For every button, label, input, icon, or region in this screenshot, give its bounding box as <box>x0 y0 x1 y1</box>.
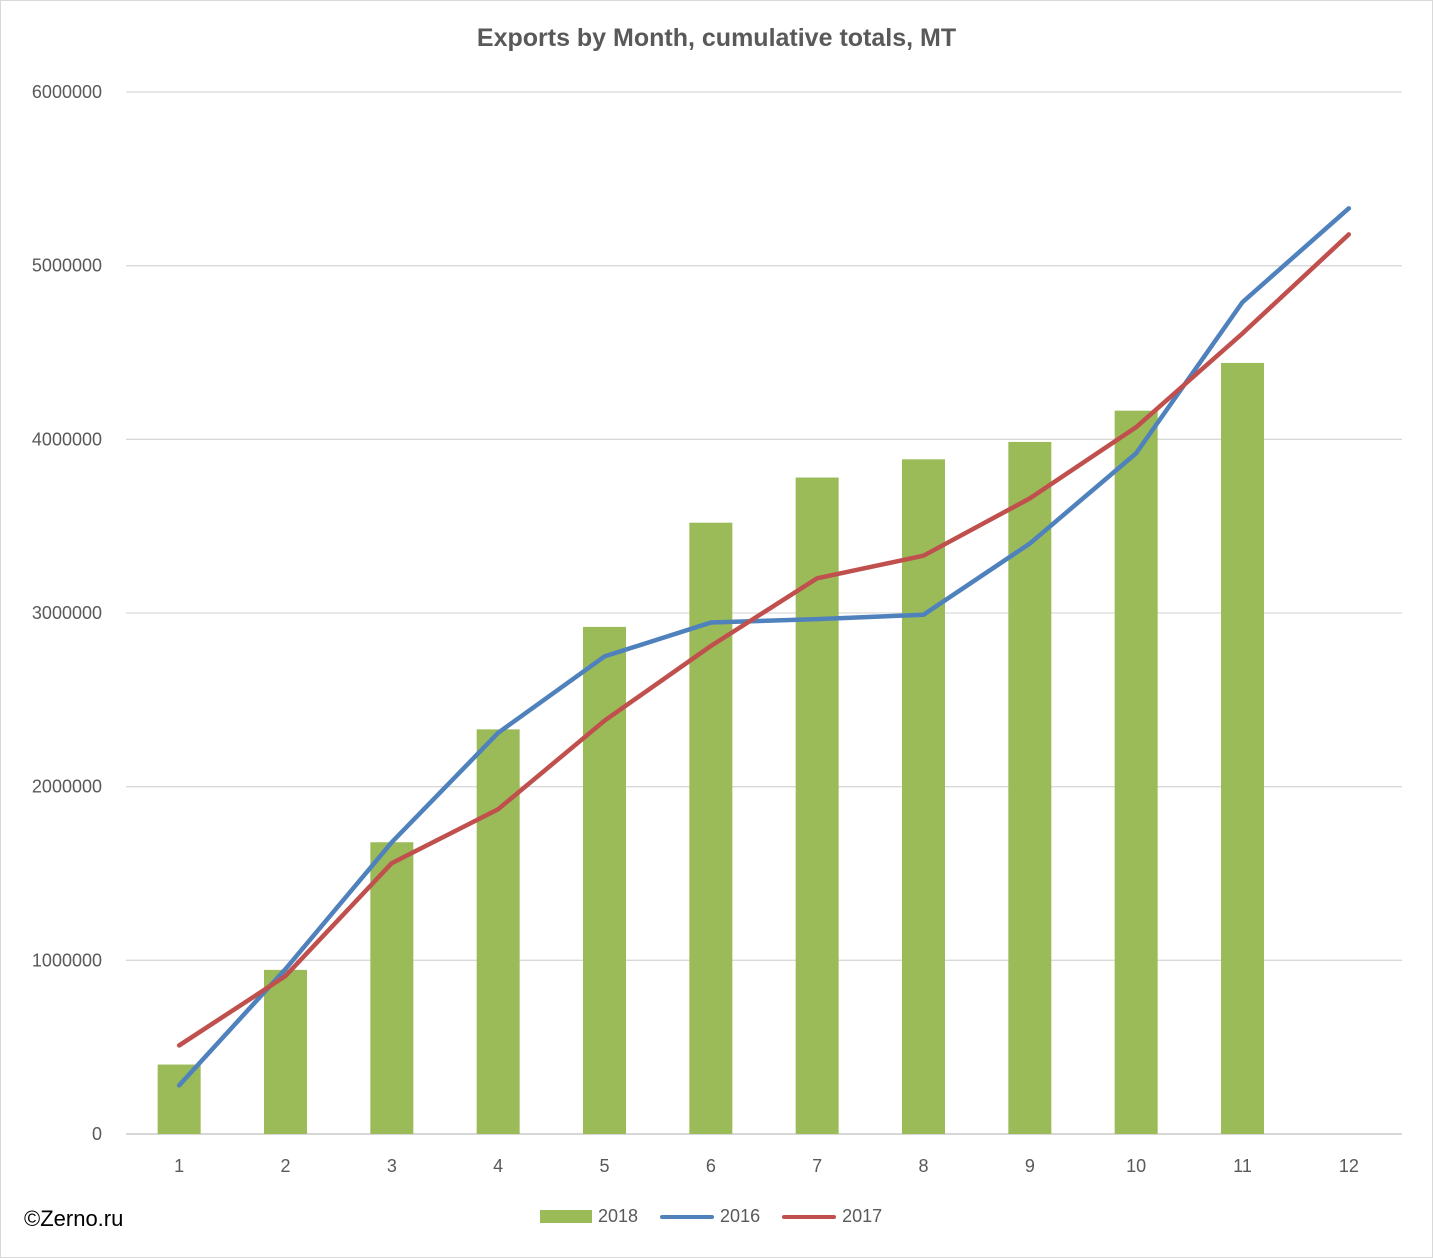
legend-label-2017: 2017 <box>842 1206 883 1226</box>
bar-2018-2 <box>264 969 307 1134</box>
x-tick-label: 3 <box>387 1156 397 1176</box>
chart-title: Exports by Month, cumulative totals, MT <box>476 24 957 52</box>
source-credit: ©Zerno.ru <box>24 1206 124 1231</box>
y-tick-label: 4000000 <box>32 429 102 449</box>
line-series-2017 <box>176 232 1352 1048</box>
x-axis-ticks: 1 2 3 4 5 6 7 8 9 10 11 12 <box>174 1156 1359 1176</box>
line-series <box>176 206 1352 1088</box>
y-tick-label: 5000000 <box>32 256 102 276</box>
line-series-2016 <box>176 206 1352 1088</box>
bar-2018-1 <box>157 1064 201 1134</box>
y-tick-label: 3000000 <box>32 603 102 623</box>
x-tick-label: 12 <box>1339 1156 1359 1176</box>
gridlines <box>126 91 1402 1135</box>
legend-item-2018: 2018 <box>540 1206 638 1227</box>
x-tick-label: 6 <box>706 1156 716 1176</box>
legend-label-2018: 2018 <box>598 1206 639 1226</box>
legend-item-2017: 2017 <box>782 1206 882 1227</box>
x-tick-label: 11 <box>1233 1156 1252 1176</box>
legend-swatch-2016 <box>660 1214 715 1219</box>
bar-2018-8 <box>902 459 945 1134</box>
legend-label-2016: 2016 <box>720 1206 761 1226</box>
x-tick-label: 10 <box>1126 1156 1146 1176</box>
bar-series <box>157 362 1264 1134</box>
y-tick-label: 1000000 <box>32 950 102 970</box>
legend-swatch-2018 <box>540 1210 592 1223</box>
x-tick-label: 4 <box>493 1156 503 1176</box>
bar-2018-4 <box>476 729 520 1134</box>
x-tick-label: 9 <box>1025 1156 1035 1176</box>
legend-swatch-2017 <box>782 1214 837 1219</box>
chart-legend: 2018 2016 2017 <box>540 1206 904 1227</box>
bar-2018-9 <box>1008 441 1052 1134</box>
bar-2018-11 <box>1221 362 1264 1134</box>
y-tick-label: 6000000 <box>32 82 102 102</box>
bar-2018-3 <box>370 842 414 1134</box>
x-tick-label: 8 <box>918 1156 928 1176</box>
y-tick-label: 2000000 <box>32 777 102 797</box>
x-tick-label: 5 <box>599 1156 609 1176</box>
y-tick-label: 0 <box>92 1124 102 1144</box>
x-tick-label: 7 <box>812 1156 822 1176</box>
legend-item-2016: 2016 <box>660 1206 760 1227</box>
x-tick-label: 1 <box>174 1156 184 1176</box>
x-tick-label: 2 <box>280 1156 290 1176</box>
bar-2018-5 <box>583 626 626 1134</box>
bar-2018-6 <box>689 522 733 1134</box>
y-axis-ticks: 0 1000000 2000000 3000000 4000000 5000000 6000… <box>32 82 102 1144</box>
bar-2018-10 <box>1114 410 1158 1134</box>
